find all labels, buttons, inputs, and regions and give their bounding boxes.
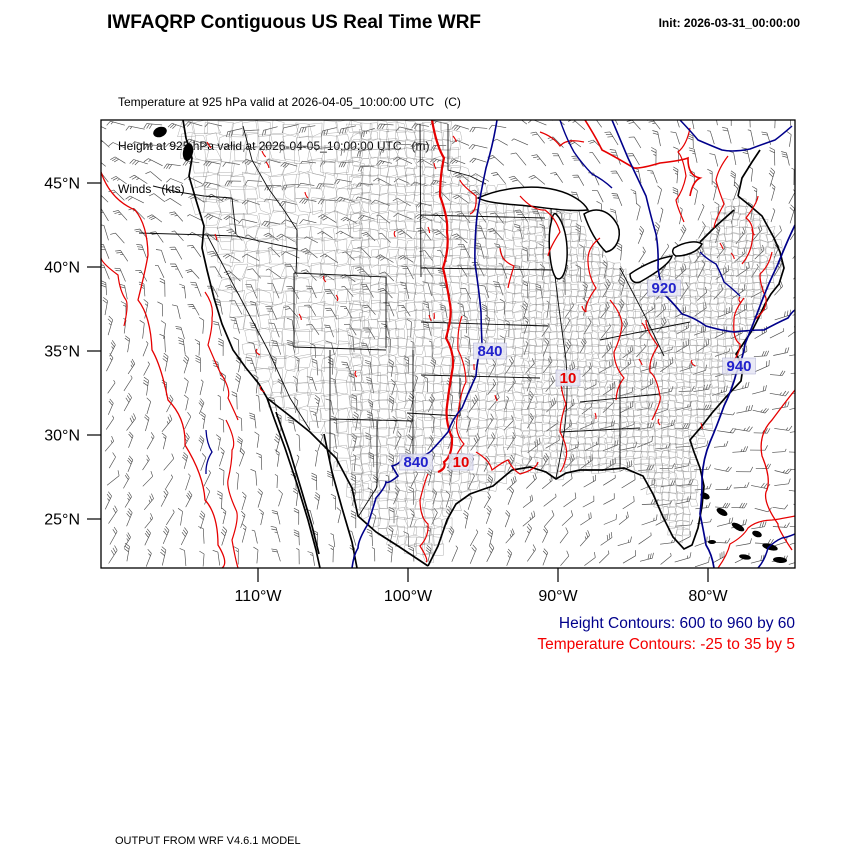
height-contour [757, 533, 795, 568]
contour-label-height: 840 [477, 343, 502, 360]
coastline [737, 149, 761, 197]
coastline [323, 433, 358, 568]
great-lakes [583, 209, 620, 253]
coastline [266, 397, 429, 567]
contour-label-box [473, 342, 507, 360]
county-boundaries [349, 120, 526, 563]
coastline [275, 411, 320, 555]
init-time-label: Init: 2026-03-31_00:00:00 [658, 16, 800, 30]
temperature-contour [675, 127, 691, 223]
footer-model-line: OUTPUT FROM WRF V4.6.1 MODEL [115, 835, 301, 847]
x-axis-label: 80°W [688, 588, 728, 605]
x-axis-label: 90°W [538, 588, 578, 605]
island [708, 540, 716, 544]
island [739, 554, 751, 560]
temperature-contour [101, 257, 128, 327]
temperature-contour [454, 315, 467, 469]
temperature-contour [741, 195, 759, 265]
island [153, 126, 167, 138]
page-title: IWFAQRP Contiguous US Real Time WRF [107, 12, 482, 33]
height-contour [205, 429, 213, 475]
coastline [182, 120, 321, 568]
legend-height-contours: Height Contours: 600 to 960 by 60 [558, 615, 795, 632]
great-lakes [629, 255, 674, 284]
legend-temperature-contours: Temperature Contours: -25 to 35 by 5 [537, 636, 795, 653]
y-axis-label: 25°N [44, 512, 80, 529]
height-contour [559, 120, 613, 189]
y-axis-label: 30°N [44, 428, 80, 445]
height-contour [429, 120, 498, 453]
x-axis-label: 110°W [234, 588, 282, 605]
temperature-contour [713, 155, 729, 229]
contour-label-temperature: 10 [560, 370, 577, 387]
model-footer: OUTPUT FROM WRF V4.6.1 MODEL WE = 580 ; … [115, 806, 548, 850]
temperature-contour [609, 299, 625, 401]
temperature-contour [101, 171, 226, 568]
contour-label-height: 840 [403, 454, 428, 471]
caption-temperature: Temperature at 925 hPa valid at 2026-04-… [118, 95, 461, 109]
temperature-contour [729, 297, 745, 367]
map-content: 840 840 920 940 10 10 [101, 120, 795, 568]
contour-label-box [555, 369, 581, 387]
contour-label-box [722, 357, 756, 375]
island [752, 530, 762, 538]
temperature-contour [475, 451, 539, 475]
contour-label-box [448, 453, 474, 471]
great-lakes [671, 241, 703, 257]
temperature-contour [499, 247, 515, 289]
y-axis-label: 35°N [44, 344, 80, 361]
temperature-contour [585, 237, 601, 313]
height-contour [679, 120, 793, 152]
contour-label-box [647, 279, 681, 297]
island [773, 556, 787, 564]
great-lakes [476, 186, 590, 212]
temperature-contour-fragments [206, 135, 756, 430]
height-contour [699, 224, 795, 568]
temperature-contour [204, 291, 239, 421]
y-axis-label: 45°N [44, 176, 80, 193]
temperature-contour [459, 179, 477, 215]
island [182, 143, 194, 161]
island [716, 508, 728, 516]
contour-label-box [399, 453, 433, 471]
temperature-contour [519, 195, 561, 257]
height-contour [611, 120, 795, 333]
x-axis-label: 100°W [384, 588, 433, 605]
island [700, 492, 710, 500]
temperature-contour [539, 131, 585, 147]
coastline [699, 209, 735, 243]
y-axis-label: 40°N [44, 260, 80, 277]
contour-label-height: 920 [651, 280, 676, 297]
map-frame [100, 119, 796, 569]
coastline [427, 195, 785, 567]
island [731, 522, 745, 532]
temperature-contour [559, 375, 568, 473]
great-lakes [548, 212, 568, 280]
height-contour [699, 251, 741, 297]
temperature-contour [584, 120, 703, 197]
temperature-contour [760, 389, 795, 551]
temperature-contour [753, 251, 773, 321]
county-boundaries [177, 120, 366, 502]
temperature-contour [225, 419, 239, 568]
temperature-contour [430, 120, 455, 474]
contour-label-height: 940 [726, 358, 751, 375]
contour-label-temperature: 10 [453, 454, 470, 471]
temperature-contour [717, 515, 795, 568]
temperature-contour [645, 319, 661, 421]
temperature-contour [419, 473, 429, 563]
